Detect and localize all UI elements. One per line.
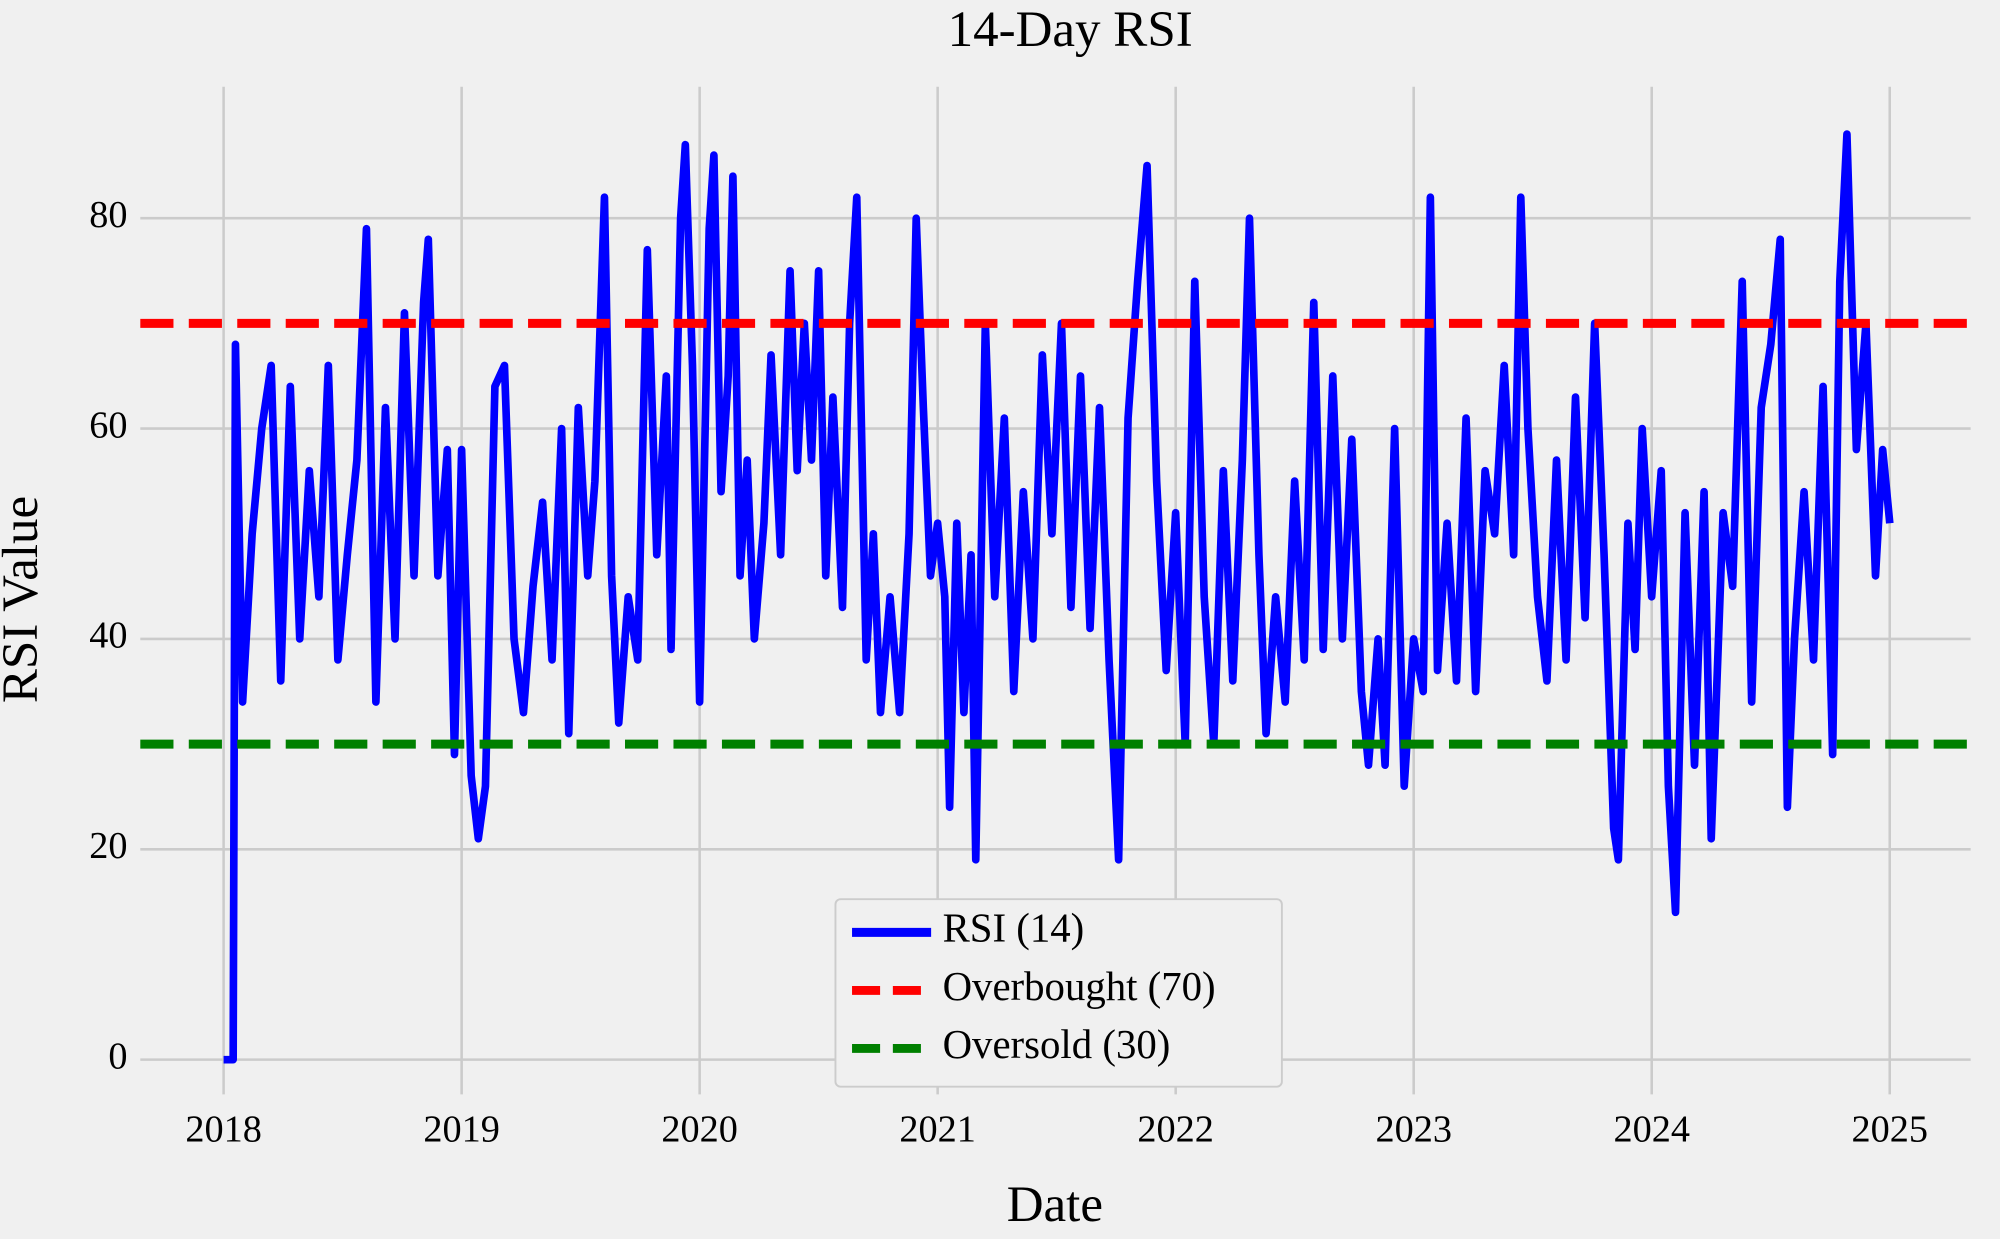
legend-label: Overbought (70) [943,964,1216,1009]
x-tick-label: 2018 [185,1108,262,1150]
y-tick-label: 20 [89,825,127,867]
y-tick-label: 40 [89,615,127,657]
y-tick-label: 60 [89,404,127,446]
y-tick-label: 0 [108,1035,127,1077]
x-tick-label: 2020 [661,1108,738,1150]
x-tick-label: 2023 [1375,1108,1452,1150]
x-axis-label: Date [1007,1177,1103,1233]
x-tick-label: 2021 [899,1108,976,1150]
x-tick-label: 2024 [1613,1108,1690,1150]
x-tick-label: 2019 [423,1108,500,1150]
rsi-line [223,130,1894,1064]
legend: RSI (14) Overbought (70) Oversold (30) [834,898,1283,1088]
x-tick-label: 2022 [1137,1108,1214,1150]
legend-label: RSI (14) [943,906,1085,951]
legend-label: Oversold (30) [943,1022,1171,1067]
y-axis-label: RSI Value [0,496,49,703]
y-tick-label: 80 [89,194,127,236]
chart-title: 14-Day RSI [948,2,1193,58]
legend-box [834,898,1283,1088]
x-tick-label: 2025 [1851,1108,1928,1150]
